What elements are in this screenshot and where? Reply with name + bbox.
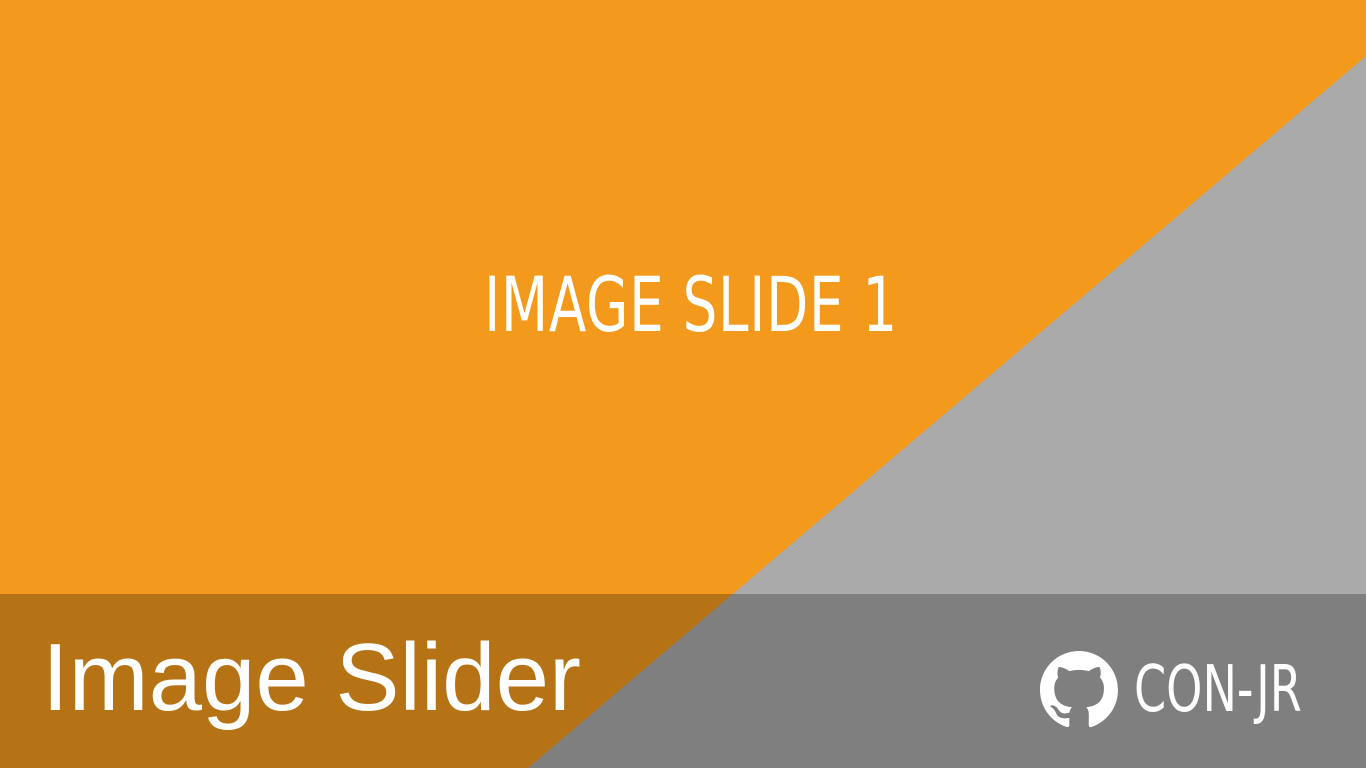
github-icon: [1040, 651, 1118, 728]
author-name: CON-JR: [1134, 653, 1302, 727]
slide-caption: IMAGE SLIDE 1: [484, 260, 898, 349]
bottom-bar: [0, 594, 1366, 768]
author-github-link[interactable]: CON-JR: [1040, 648, 1366, 732]
app-title: Image Slider: [42, 624, 581, 731]
